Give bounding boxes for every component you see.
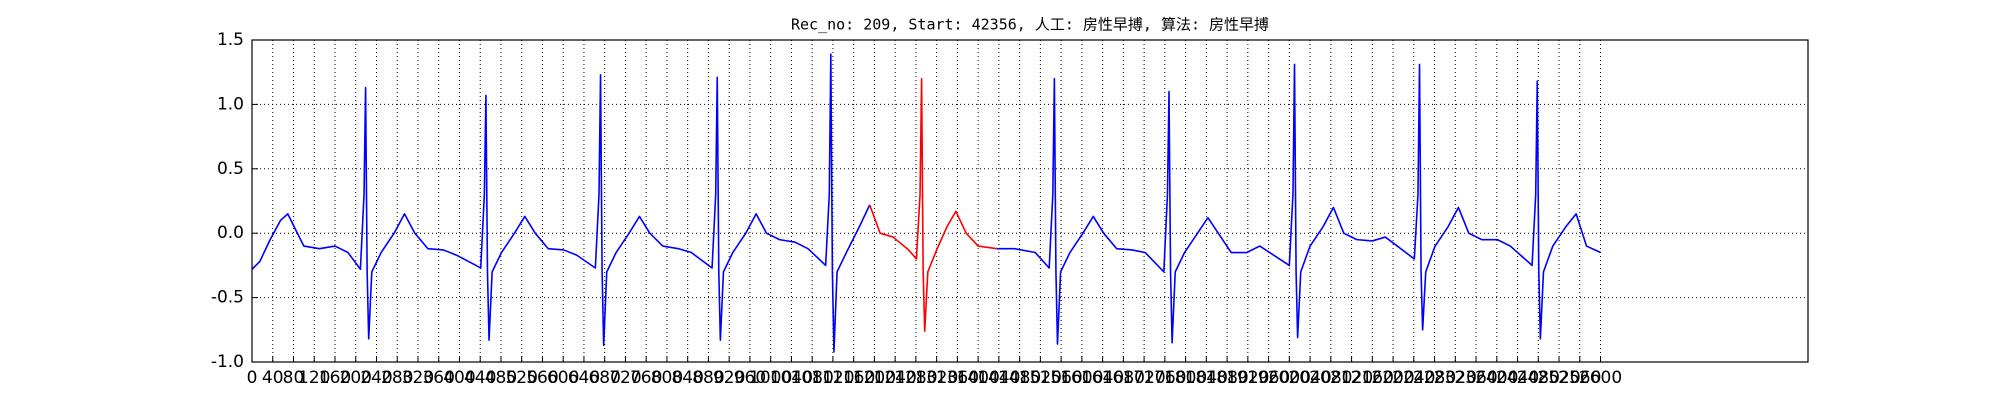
x-tick-label: 1400: [957, 368, 1000, 388]
x-tick-label: 2200: [1371, 368, 1414, 388]
x-tick-label: 2280: [1413, 368, 1456, 388]
plot-frame: [251, 39, 1809, 363]
x-tick-label: 1480: [998, 368, 1041, 388]
x-tick-label: 680: [588, 368, 620, 388]
y-tick-label: -1.0: [211, 352, 244, 372]
x-tick-label: 2400: [1475, 368, 1518, 388]
x-tick-label: 2520: [1537, 368, 1580, 388]
x-tick-label: 1960: [1247, 368, 1290, 388]
x-tick-label: 1240: [874, 368, 917, 388]
x-tick-label: 1840: [1185, 368, 1228, 388]
x-tick-label: 400: [443, 368, 475, 388]
x-tick-label: 1640: [1081, 368, 1124, 388]
ecg-line: [868, 77, 997, 332]
x-tick-label: 2320: [1434, 368, 1477, 388]
x-tick-label: 1160: [832, 368, 875, 388]
x-tick-label: 2480: [1517, 368, 1560, 388]
x-tick-label: 240: [360, 368, 392, 388]
y-tick-label: -0.5: [211, 288, 244, 308]
x-tick-label: 600: [547, 368, 579, 388]
x-tick-label: 1560: [1039, 368, 1082, 388]
x-tick-label: 1440: [977, 368, 1020, 388]
x-tick-label: 480: [485, 368, 517, 388]
x-tick-label: 120: [298, 368, 330, 388]
x-tick-label: 1720: [1122, 368, 1165, 388]
x-tick-label: 2000: [1268, 368, 1311, 388]
x-tick-label: 1920: [1226, 368, 1269, 388]
x-tick-label: 440: [464, 368, 496, 388]
x-tick-label: 360: [422, 368, 454, 388]
x-tick-label: 1120: [811, 368, 854, 388]
x-tick-label: 720: [609, 368, 641, 388]
x-tick-label: 560: [526, 368, 558, 388]
x-tick-label: 920: [713, 368, 745, 388]
x-tick-label: 1680: [1102, 368, 1145, 388]
x-tick-label: 840: [671, 368, 703, 388]
x-tick-label: 2040: [1288, 368, 1331, 388]
x-tick-label: 320: [402, 368, 434, 388]
x-tick-label: 2240: [1392, 368, 1435, 388]
x-tick-label: 280: [381, 368, 413, 388]
x-tick-label: 760: [630, 368, 662, 388]
x-tick-label: 1200: [853, 368, 896, 388]
x-tick-label: 0: [247, 368, 258, 388]
x-tick-label: 1760: [1143, 368, 1186, 388]
y-tick-label: 1.0: [217, 94, 244, 114]
x-tick-label: 880: [692, 368, 724, 388]
y-tick-label: 1.5: [217, 30, 244, 50]
x-tick-label: 2160: [1351, 368, 1394, 388]
x-tick-label: 2600: [1579, 368, 1622, 388]
x-tick-label: 1520: [1019, 368, 1062, 388]
x-tick-label: 1800: [1164, 368, 1207, 388]
x-tick-label: 80: [283, 368, 305, 388]
x-tick-label: 520: [505, 368, 537, 388]
x-tick-label: 640: [568, 368, 600, 388]
x-tick-label: 1320: [915, 368, 958, 388]
x-tick-label: 200: [340, 368, 372, 388]
x-tick-label: 40: [262, 368, 284, 388]
x-tick-label: 1040: [770, 368, 813, 388]
x-tick-label: 1600: [1060, 368, 1103, 388]
x-tick-label: 2360: [1454, 368, 1497, 388]
x-tick-label: 1000: [749, 368, 792, 388]
x-tick-label: 800: [651, 368, 683, 388]
x-tick-label: 2080: [1309, 368, 1352, 388]
x-tick-label: 2440: [1496, 368, 1539, 388]
x-tick-label: 2560: [1558, 368, 1601, 388]
x-tick-label: 2120: [1330, 368, 1373, 388]
ecg-line: [251, 53, 1601, 353]
x-tick-label: 960: [734, 368, 766, 388]
x-tick-label: 1280: [894, 368, 937, 388]
y-tick-label: 0.5: [217, 159, 244, 179]
x-tick-label: 1080: [791, 368, 834, 388]
x-tick-label: 1880: [1205, 368, 1248, 388]
chart-title: Rec_no: 209, Start: 42356, 人工: 房性早搏, 算法:…: [791, 16, 1269, 34]
y-tick-label: 0.0: [217, 223, 244, 243]
x-tick-label: 1360: [936, 368, 979, 388]
x-tick-label: 160: [319, 368, 351, 388]
